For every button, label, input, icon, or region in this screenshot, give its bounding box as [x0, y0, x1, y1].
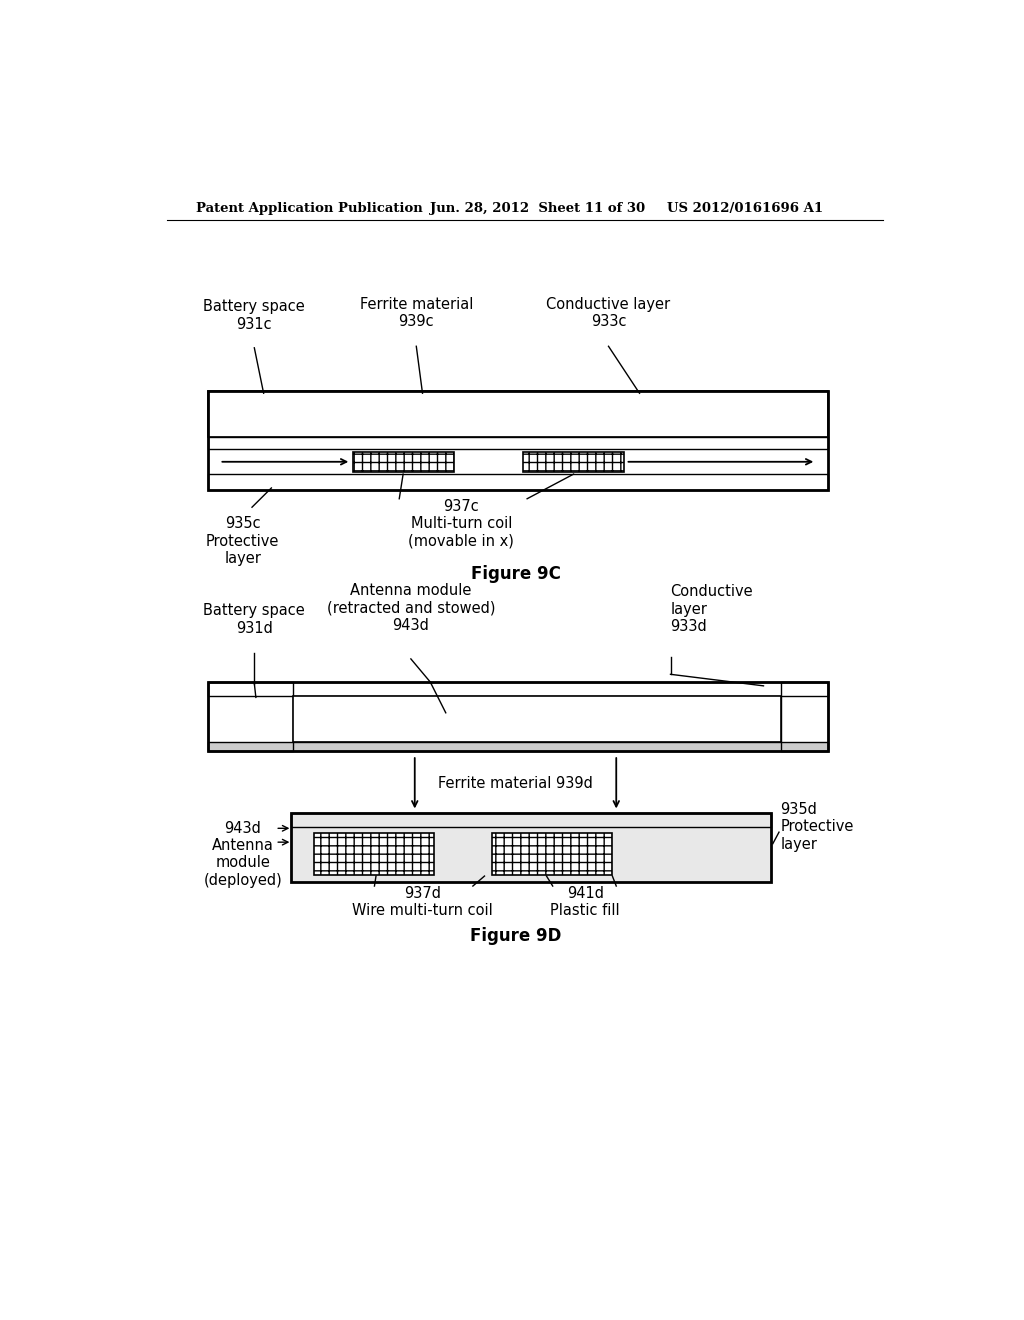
Bar: [352, 451, 454, 471]
Bar: [523, 451, 624, 471]
Bar: [208, 682, 827, 696]
Bar: [781, 682, 827, 751]
Bar: [208, 437, 827, 449]
Bar: [293, 696, 781, 742]
Text: Patent Application Publication: Patent Application Publication: [197, 202, 423, 215]
Bar: [493, 833, 612, 875]
Text: 943d
Antenna
module
(deployed): 943d Antenna module (deployed): [204, 821, 282, 888]
Text: Ferrite material 939d: Ferrite material 939d: [438, 776, 593, 791]
Text: Battery space
931d: Battery space 931d: [204, 603, 305, 636]
Text: Figure 9D: Figure 9D: [470, 927, 561, 945]
Text: Jun. 28, 2012  Sheet 11 of 30: Jun. 28, 2012 Sheet 11 of 30: [430, 202, 645, 215]
Text: 935c
Protective
layer: 935c Protective layer: [206, 516, 280, 566]
Bar: [293, 696, 781, 742]
Bar: [208, 391, 827, 437]
Text: 941d
Plastic fill: 941d Plastic fill: [551, 886, 621, 919]
Bar: [208, 682, 293, 751]
Bar: [314, 833, 434, 875]
Text: 937d
Wire multi-turn coil: 937d Wire multi-turn coil: [352, 886, 493, 919]
Bar: [208, 682, 827, 751]
Text: US 2012/0161696 A1: US 2012/0161696 A1: [667, 202, 822, 215]
Text: Antenna module
(retracted and stowed)
943d: Antenna module (retracted and stowed) 94…: [327, 583, 496, 632]
Bar: [208, 474, 827, 490]
Text: Conductive
layer
933d: Conductive layer 933d: [671, 585, 753, 635]
Text: Conductive layer
933c: Conductive layer 933c: [547, 297, 671, 330]
Bar: [291, 813, 771, 826]
Bar: [208, 742, 827, 751]
Text: 937c
Multi-turn coil
(movable in x): 937c Multi-turn coil (movable in x): [409, 499, 514, 549]
Text: Figure 9C: Figure 9C: [471, 565, 560, 583]
Bar: [291, 813, 771, 882]
Bar: [781, 682, 827, 751]
Bar: [208, 391, 827, 490]
Bar: [208, 742, 827, 751]
Text: 935d
Protective
layer: 935d Protective layer: [780, 801, 854, 851]
Bar: [208, 474, 827, 490]
Bar: [209, 450, 826, 474]
Bar: [208, 682, 827, 751]
Bar: [208, 437, 827, 449]
Bar: [208, 391, 827, 437]
Text: Ferrite material
939c: Ferrite material 939c: [359, 297, 473, 330]
Bar: [208, 682, 827, 696]
Bar: [291, 813, 771, 882]
Bar: [208, 682, 293, 751]
Bar: [208, 391, 827, 490]
Bar: [291, 813, 771, 826]
Text: Battery space
931c: Battery space 931c: [204, 300, 305, 331]
